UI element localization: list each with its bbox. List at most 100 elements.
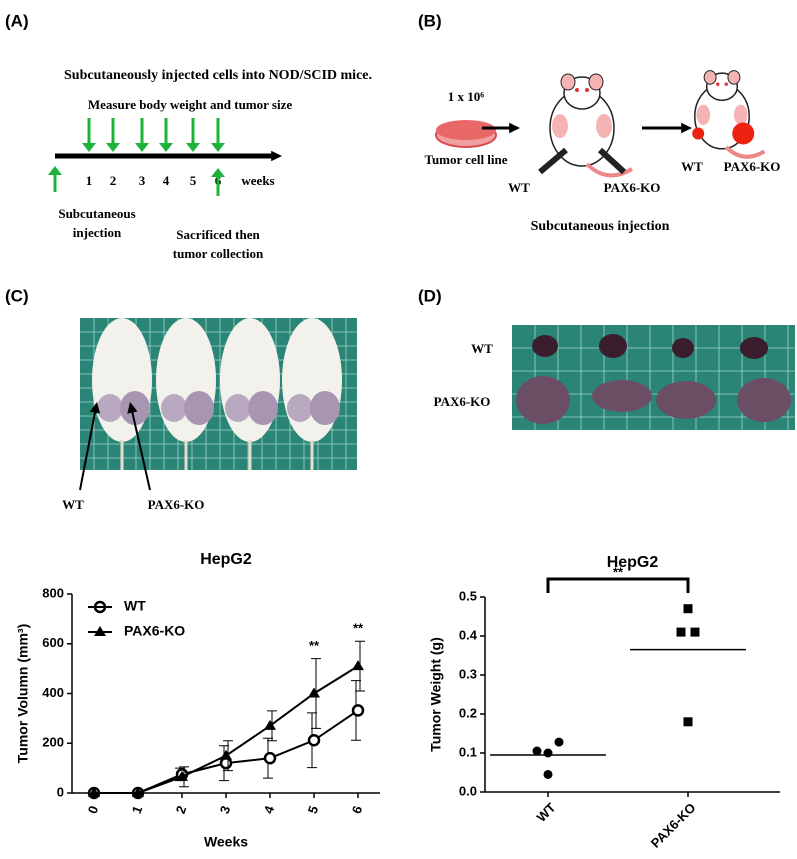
tumor-photo <box>516 376 570 424</box>
marker <box>543 769 553 779</box>
annotation: ** <box>353 621 364 636</box>
y-tick-label: 0 <box>57 784 64 799</box>
tumor-photo <box>287 394 313 422</box>
mouse-tail <box>724 145 766 159</box>
series-line <box>94 665 359 794</box>
tumor-photo <box>225 394 251 422</box>
tumor-photo <box>656 381 716 419</box>
legend-label: PAX6-KO <box>124 623 185 639</box>
green-arrow-head <box>106 143 120 152</box>
panel-label: (B) <box>418 11 442 30</box>
green-arrow-head <box>135 143 149 152</box>
mouse-photo <box>282 318 342 442</box>
significance-bracket <box>546 577 690 593</box>
marker <box>176 770 188 781</box>
mouse-eye <box>724 82 728 86</box>
arrow-head <box>89 402 101 414</box>
tumor-photo <box>120 391 150 425</box>
start-label: Subcutaneous <box>58 206 135 221</box>
group-label: WT <box>508 180 530 195</box>
timeline-title: Subcutaneously injected cells into NOD/S… <box>64 68 372 83</box>
mouse-photo <box>92 318 152 442</box>
marker <box>132 787 144 797</box>
marker <box>683 604 693 614</box>
chart-title: HepG2 <box>200 551 252 568</box>
tumor-photo <box>248 391 278 425</box>
x-tick-label: 5 <box>305 804 322 816</box>
week-label: 5 <box>190 173 197 188</box>
green-arrow-head <box>82 143 96 152</box>
marker <box>676 627 686 637</box>
x-tick-label: PAX6-KO <box>648 800 699 851</box>
end-label: Sacrificed then <box>176 227 260 242</box>
green-arrow-head <box>211 168 225 177</box>
marker <box>308 687 320 698</box>
y-tick-label: 0.2 <box>459 705 477 720</box>
week-unit: weeks <box>241 173 274 188</box>
mouse-limb <box>733 104 748 126</box>
tumor <box>732 122 755 145</box>
mouse-ear <box>703 70 717 85</box>
panel-label: (A) <box>5 11 29 30</box>
x-tick-label: 0 <box>85 804 102 816</box>
y-tick-label: 0.4 <box>459 627 478 642</box>
green-arrow-head <box>186 143 200 152</box>
arrow <box>131 411 151 491</box>
photo-label: WT <box>471 341 493 356</box>
measure-label: Measure body weight and tumor size <box>88 97 292 112</box>
tumor-photo <box>599 334 627 358</box>
y-tick-label: 0.5 <box>459 588 477 603</box>
week-label: 3 <box>139 173 146 188</box>
cell-label: Tumor cell line <box>424 152 507 167</box>
annotation: ** <box>613 564 624 579</box>
schematic-caption: Subcutaneous injection <box>531 219 670 234</box>
tumor-photo <box>672 338 694 358</box>
marker <box>220 749 232 760</box>
annotation: ** <box>309 638 320 653</box>
photo-label: PAX6-KO <box>148 497 205 512</box>
y-tick-label: 0.1 <box>459 744 477 759</box>
x-tick-label: WT <box>534 800 559 825</box>
mouse-eye <box>575 88 579 92</box>
green-arrow-head <box>211 143 225 152</box>
tumor-photo <box>740 337 768 359</box>
tumor-photo <box>161 394 187 422</box>
syringe <box>538 147 568 175</box>
y-tick-label: 800 <box>42 585 64 600</box>
tumor-photo <box>532 335 558 357</box>
marker <box>532 746 542 756</box>
arrow-head <box>127 402 138 414</box>
tumor <box>692 127 705 140</box>
x-tick-label: 2 <box>173 804 190 816</box>
green-arrow-head <box>159 143 173 152</box>
marker <box>88 787 100 797</box>
y-tick-label: 600 <box>42 635 64 650</box>
x-tick-label: 6 <box>349 804 366 816</box>
petri-top <box>436 120 496 140</box>
tumor-photo <box>184 391 214 425</box>
mouse-ear <box>588 73 604 91</box>
photo-label: PAX6-KO <box>434 394 491 409</box>
arrow-head <box>509 122 520 134</box>
legend-label: WT <box>124 598 146 614</box>
start-label: injection <box>73 225 122 240</box>
syringe <box>597 147 627 175</box>
week-label: 2 <box>110 173 117 188</box>
y-tick-label: 0.3 <box>459 666 477 681</box>
marker <box>352 660 364 671</box>
x-axis-label: Weeks <box>204 834 248 850</box>
x-tick-label: 1 <box>129 804 146 816</box>
arrow-head <box>271 150 282 162</box>
mouse-ear <box>560 73 576 91</box>
tumor-photo <box>592 380 652 412</box>
marker <box>543 748 553 758</box>
week-label: 4 <box>163 173 170 188</box>
mouse-limb <box>596 114 612 138</box>
group-label: PAX6-KO <box>604 180 661 195</box>
x-tick-label: 4 <box>261 803 278 816</box>
marker <box>307 734 321 747</box>
chart-title: HepG2 <box>607 554 659 571</box>
tumor-photo <box>97 394 123 422</box>
y-axis-label: Tumor Volumn (mm³) <box>15 624 31 763</box>
